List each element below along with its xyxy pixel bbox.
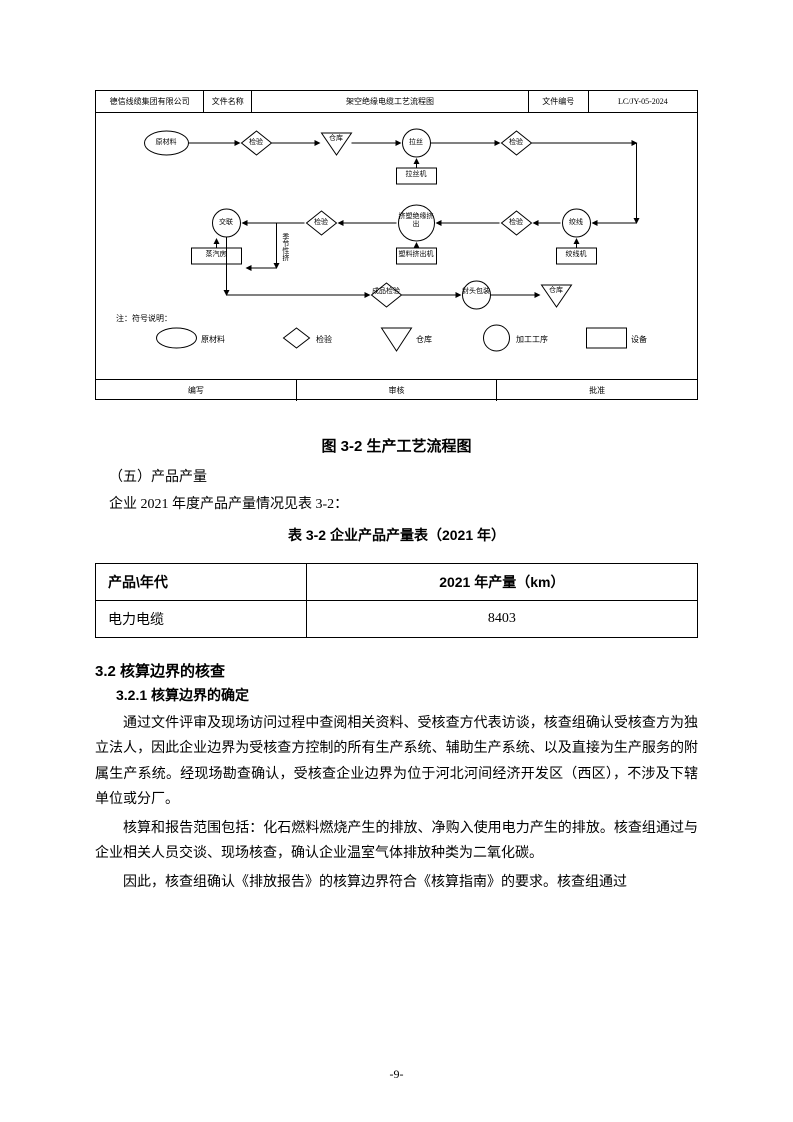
legend-title: 注：符号说明： (116, 313, 172, 324)
node-extrude: 挤塑绝缘挤出 (398, 213, 434, 228)
flowchart-container: 德信线缆集团有限公司 文件名称 架空绝缘电缆工艺流程图 文件编号 LC/JY-0… (95, 90, 698, 400)
footer-col3: 批准 (497, 380, 697, 401)
table-row: 电力电缆 8403 (96, 601, 698, 638)
node-store1: 仓库 (324, 135, 348, 143)
node-finalcheck: 成品检验 (368, 288, 404, 296)
header-docnum: LC/JY-05-2024 (589, 91, 697, 112)
legend-store: 仓库 (416, 334, 432, 345)
table-header-row: 产品\年代 2021 年产量（km） (96, 564, 698, 601)
para1: 通过文件评审及现场访问过程中查阅相关资料、受核查方代表访谈，核查组确认受核查方为… (95, 711, 698, 812)
table-col1-header: 产品\年代 (96, 564, 307, 601)
header-company: 德信线缆集团有限公司 (96, 91, 204, 112)
node-twist: 绞线 (564, 219, 588, 227)
flowchart-svg (96, 113, 697, 379)
production-table: 产品\年代 2021 年产量（km） 电力电缆 8403 (95, 563, 698, 638)
node-drawmachine: 拉丝机 (398, 171, 434, 179)
node-check2: 检验 (504, 139, 528, 147)
legend-process: 加工工序 (516, 334, 548, 345)
header-docname-label: 文件名称 (204, 91, 252, 112)
header-title: 架空绝缘电缆工艺流程图 (252, 91, 528, 112)
section-3-2-1: 3.2.1 核算边界的确定 (95, 685, 698, 705)
node-raw: 原材料 (152, 139, 180, 147)
footer-col1: 编写 (96, 380, 297, 401)
node-package: 封头包装 (458, 288, 494, 296)
node-draw: 拉丝 (404, 139, 428, 147)
node-check3: 检验 (504, 219, 528, 227)
table-col2-header: 2021 年产量（km） (306, 564, 697, 601)
legend-raw: 原材料 (201, 334, 225, 345)
footer-col2: 审核 (297, 380, 498, 401)
figure-caption: 图 3-2 生产工艺流程图 (95, 435, 698, 456)
header-docnum-label: 文件编号 (529, 91, 589, 112)
page-number: -9- (0, 1067, 793, 1082)
node-store2: 仓库 (544, 287, 568, 295)
para2: 核算和报告范围包括：化石燃料燃烧产生的排放、净购入使用电力产生的排放。核查组通过… (95, 816, 698, 866)
node-check4: 检验 (309, 219, 333, 227)
flowchart-footer: 编写 审核 批准 (96, 379, 697, 401)
node-check1: 检验 (244, 139, 268, 147)
node-jisuanji: 塑料挤出机 (396, 251, 436, 259)
table-caption: 表 3-2 企业产品产量表（2021 年） (95, 525, 698, 545)
node-steam: 蒸汽房 (194, 251, 238, 259)
node-season: 季节性挤 (278, 233, 292, 261)
node-jiaolian: 交联 (214, 219, 238, 227)
table-product: 电力电缆 (96, 601, 307, 638)
table-value: 8403 (306, 601, 697, 638)
para3: 因此，核查组确认《排放报告》的核算边界符合《核算指南》的要求。核查组通过 (95, 870, 698, 895)
flowchart-header: 德信线缆集团有限公司 文件名称 架空绝缘电缆工艺流程图 文件编号 LC/JY-0… (96, 91, 697, 113)
section-3-2: 3.2 核算边界的核查 (95, 660, 698, 681)
legend-equipment: 设备 (631, 334, 647, 345)
legend-check: 检验 (316, 334, 332, 345)
node-twistmachine: 绞线机 (558, 251, 594, 259)
intro-line: 企业 2021 年度产品产量情况见表 3-2： (95, 492, 698, 517)
subsection5-label: （五）产品产量 (95, 466, 698, 486)
flowchart-body: 原材料 检验 仓库 拉丝 检验 拉丝机 绞线 检验 挤塑绝缘挤出 检验 交联 绞… (96, 113, 697, 379)
